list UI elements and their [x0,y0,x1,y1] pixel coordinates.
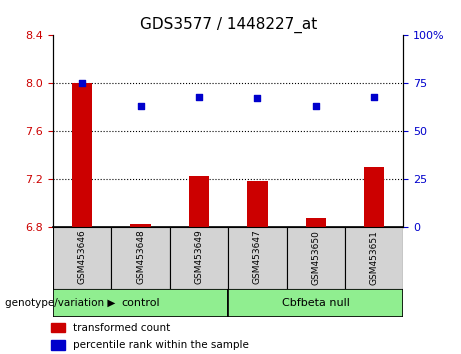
Text: GSM453648: GSM453648 [136,230,145,284]
Bar [287,227,345,289]
Bar [364,167,384,227]
Point [195,94,203,99]
Bar [247,181,267,227]
Point [371,94,378,99]
Text: percentile rank within the sample: percentile rank within the sample [72,340,248,350]
Title: GDS3577 / 1448227_at: GDS3577 / 1448227_at [140,16,317,33]
Bar [53,289,228,317]
Text: control: control [121,298,160,308]
Point [137,103,144,109]
Bar [51,323,65,332]
Bar [53,227,112,289]
Bar [170,227,228,289]
Text: GSM453651: GSM453651 [370,230,378,285]
Text: GSM453650: GSM453650 [311,230,320,285]
Bar [228,289,403,317]
Bar [112,227,170,289]
Bar [306,218,326,227]
Text: genotype/variation ▶: genotype/variation ▶ [5,298,115,308]
Point [312,103,319,109]
Bar [345,227,403,289]
Point [254,96,261,101]
Bar [51,340,65,349]
Text: GSM453647: GSM453647 [253,230,262,284]
Bar [228,227,287,289]
Bar [130,224,151,227]
Bar [189,176,209,227]
Bar [72,83,92,227]
Point [78,80,86,86]
Text: GSM453649: GSM453649 [195,230,203,284]
Text: GSM453646: GSM453646 [78,230,87,284]
Text: transformed count: transformed count [72,322,170,333]
Text: Cbfbeta null: Cbfbeta null [282,298,350,308]
